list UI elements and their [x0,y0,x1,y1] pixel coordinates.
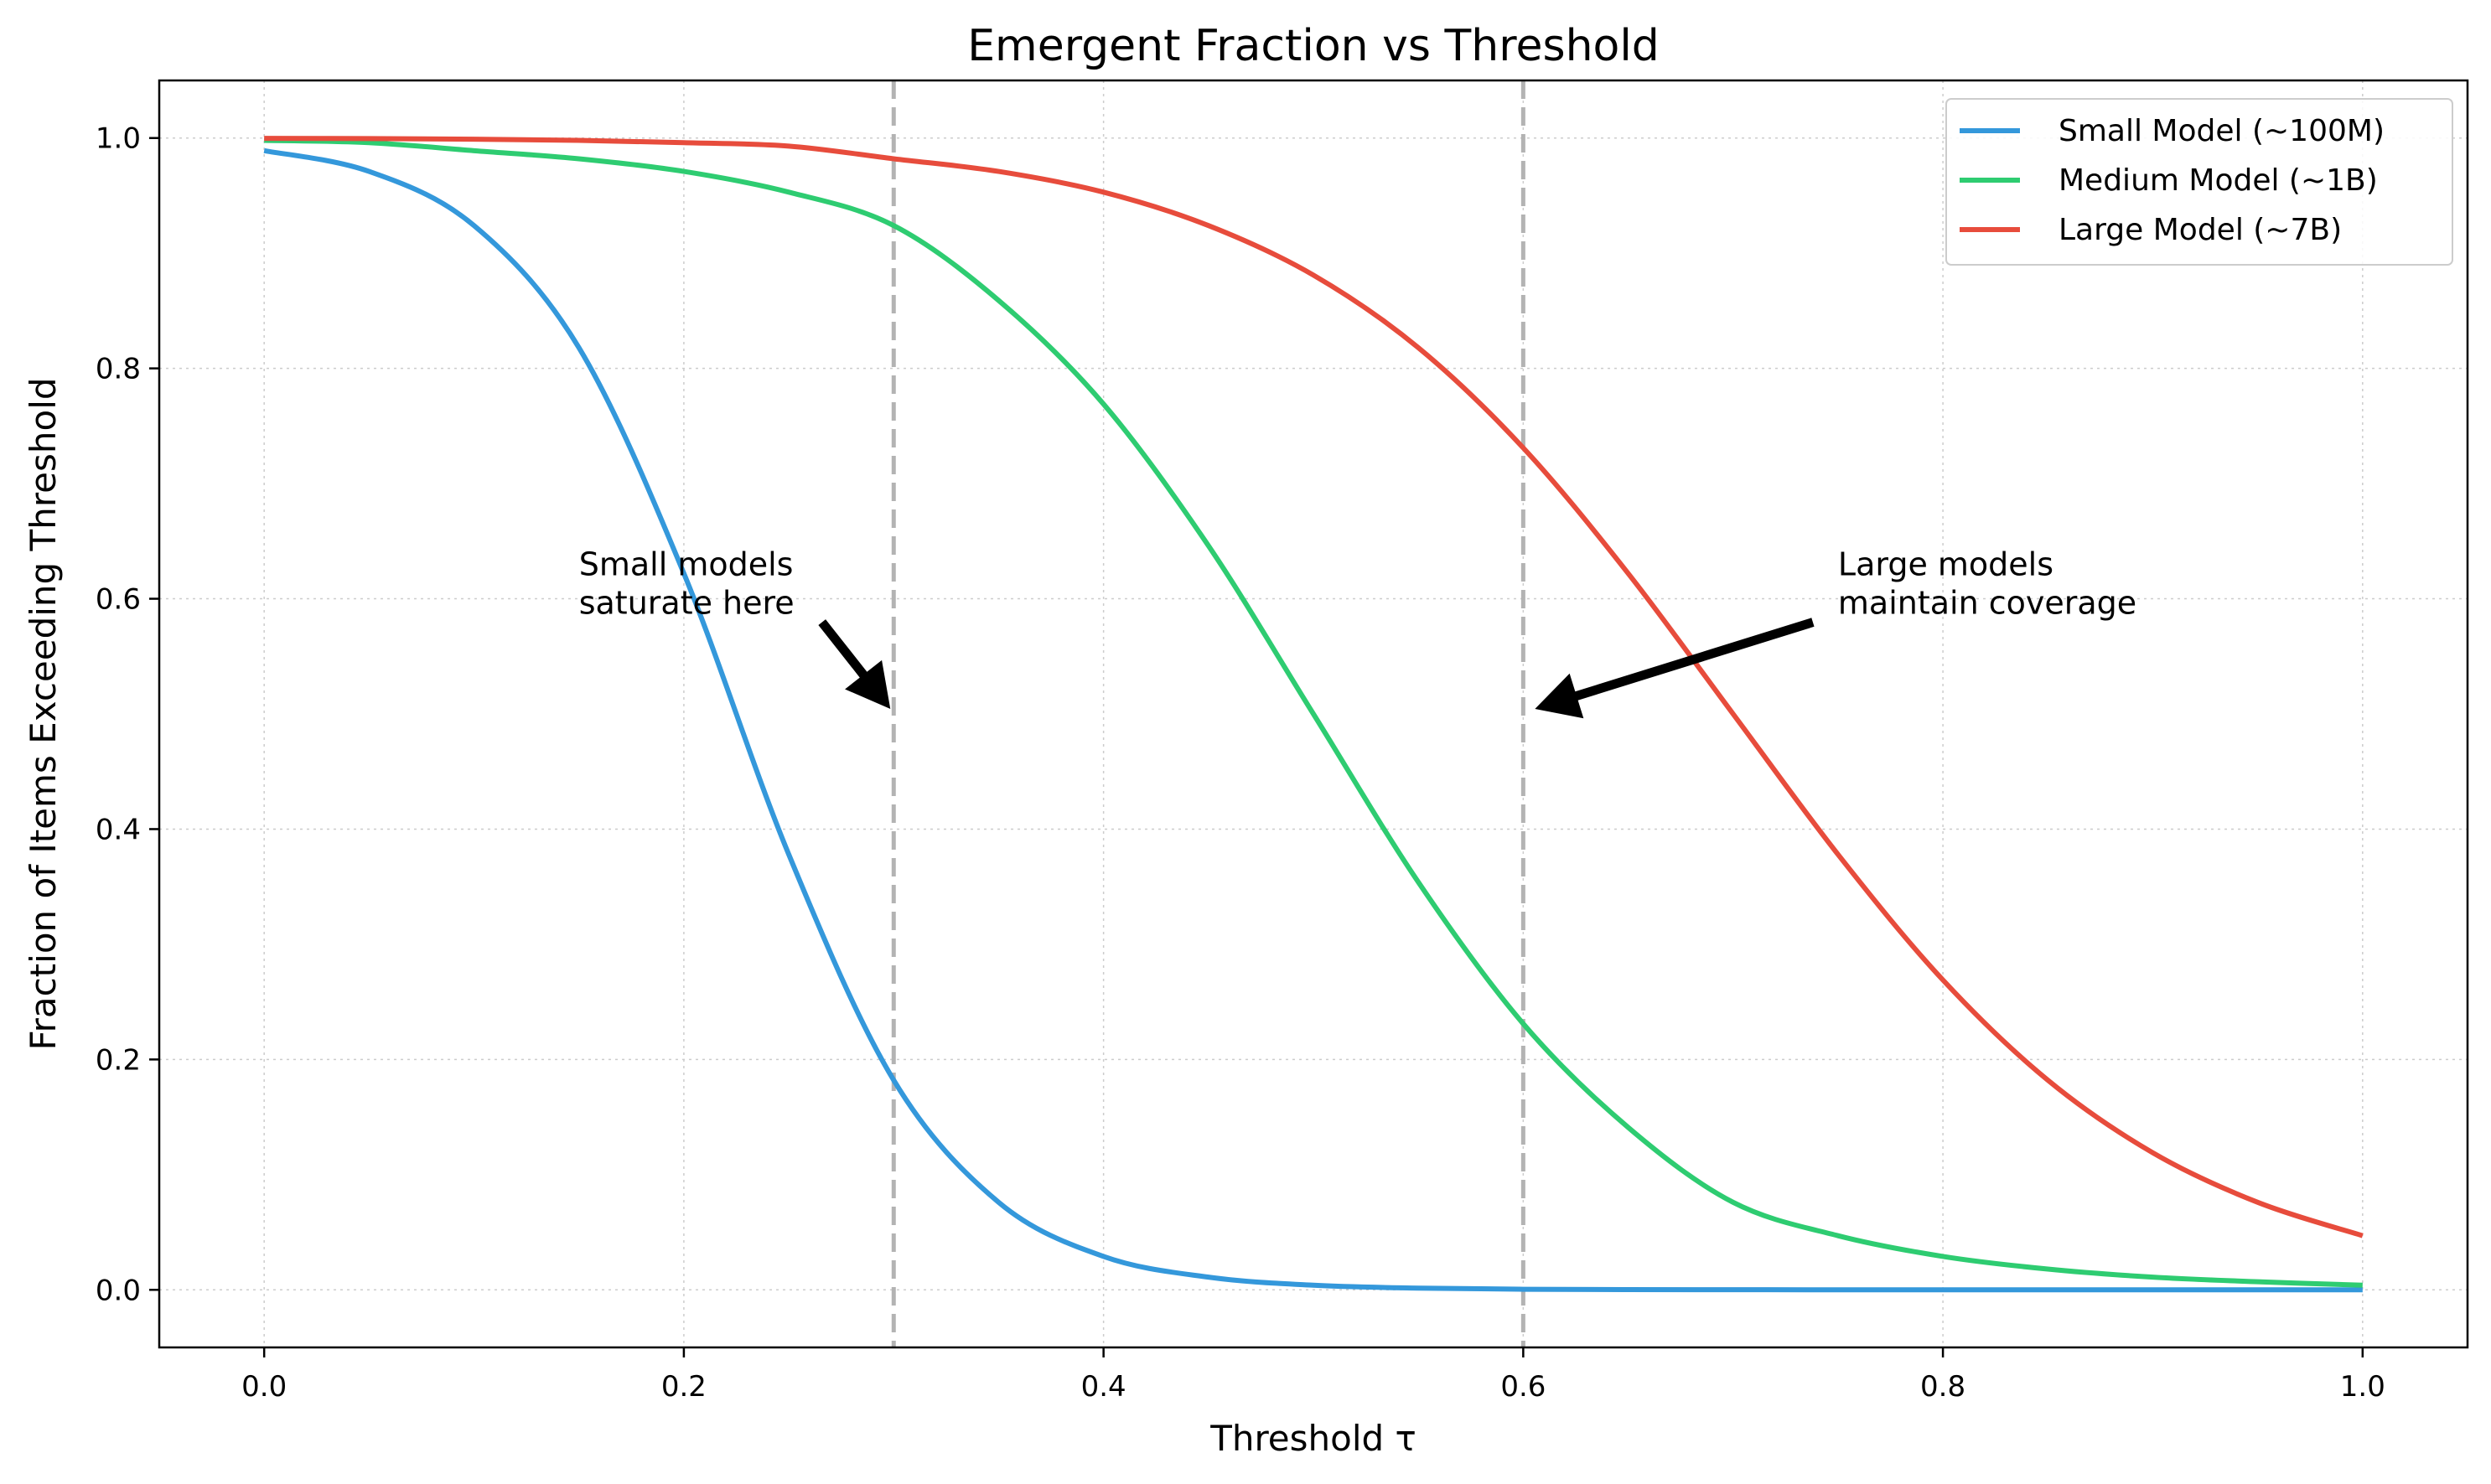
x-tick-label: 1.0 [2340,1370,2385,1404]
chart-title: Emergent Fraction vs Threshold [967,21,1660,71]
legend-label: Small Model (~100M) [2059,114,2385,148]
y-tick-label: 0.0 [96,1274,141,1307]
x-tick-label: 0.8 [1920,1370,1965,1404]
x-tick-label: 0.4 [1081,1370,1126,1404]
reference-lines [891,80,1525,1347]
x-tick-label: 0.6 [1500,1370,1546,1404]
series-line-2 [264,137,2363,1288]
y-tick-label: 0.2 [96,1043,141,1077]
y-axis-label: Fraction of Items Exceeding Threshold [23,377,64,1050]
series-line-1 [263,147,2363,1293]
y-tick-label: 0.8 [96,353,141,386]
annotation-text: Large models [1838,546,2053,583]
legend-label: Large Model (~7B) [2059,213,2342,247]
annotation-text: saturate here [579,585,795,622]
legend: Small Model (~100M) Medium Model (~1B) Lar… [1945,98,2453,266]
annotation-arrow [818,619,891,709]
legend-label: Medium Model (~1B) [2059,163,2378,198]
series-line-3 [264,136,2364,1238]
axis-ticks: 0.0 0.2 0.4 0.6 0.8 1.0 0.0 0.2 0.4 0.6 0.8 1.0 [96,122,2385,1404]
x-tick-label: 0.0 [241,1370,287,1404]
y-tick-label: 1.0 [96,122,141,156]
y-tick-label: 0.6 [96,583,141,617]
x-tick-label: 0.2 [661,1370,707,1404]
x-axis-label: Threshold τ [1209,1418,1416,1459]
plot-frame [158,79,2469,1349]
series-lines [263,136,2364,1293]
annotation-arrow [1535,618,1815,719]
legend-box [1945,98,2453,266]
annotation-text: Small models [579,546,794,583]
annotation-text: maintain coverage [1838,585,2136,622]
y-tick-label: 0.4 [96,813,141,846]
